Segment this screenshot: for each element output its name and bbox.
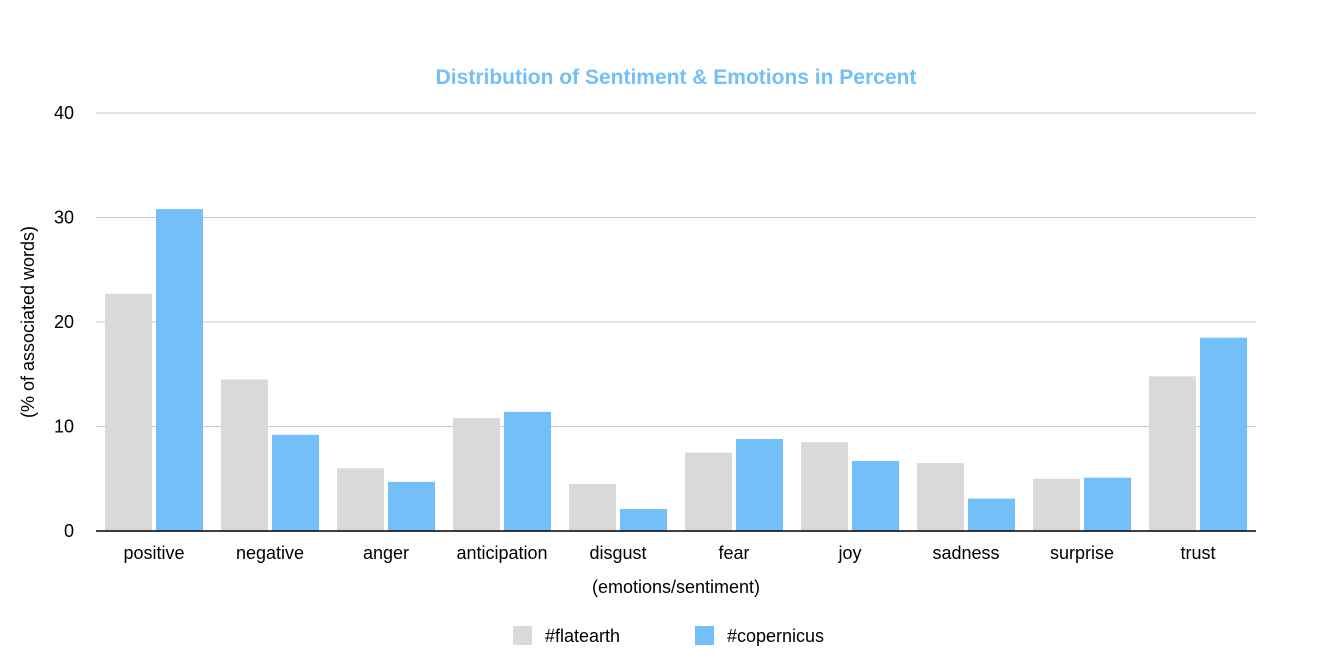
bar-anticipation-copernicus bbox=[504, 411, 551, 531]
bar-fear-flatearth bbox=[685, 452, 732, 531]
x-axis-label: (emotions/sentiment) bbox=[592, 577, 760, 597]
legend-swatch-flatearth bbox=[513, 626, 532, 645]
x-tick-label: surprise bbox=[1050, 543, 1114, 563]
x-tick-label: disgust bbox=[589, 543, 646, 563]
x-tick-label: fear bbox=[718, 543, 749, 563]
y-tick-label: 30 bbox=[54, 208, 74, 228]
x-tick-label: sadness bbox=[932, 543, 999, 563]
bar-joy-flatearth bbox=[801, 442, 848, 531]
gridlines bbox=[96, 112, 1256, 427]
bar-surprise-copernicus bbox=[1084, 477, 1131, 531]
bar-sadness-copernicus bbox=[968, 498, 1015, 531]
legend-swatch-copernicus bbox=[695, 626, 714, 645]
bar-positive-flatearth bbox=[105, 293, 152, 531]
x-tick-label: trust bbox=[1180, 543, 1215, 563]
bar-positive-copernicus bbox=[156, 209, 203, 531]
bar-negative-copernicus bbox=[272, 434, 319, 531]
bar-sadness-flatearth bbox=[917, 463, 964, 531]
y-tick-label: 20 bbox=[54, 312, 74, 332]
y-axis-label: (% of associated words) bbox=[18, 226, 38, 418]
y-axis-ticks: 0 10 20 30 40 bbox=[54, 103, 74, 541]
bar-disgust-flatearth bbox=[569, 483, 616, 531]
x-tick-label: anger bbox=[363, 543, 409, 563]
chart-title: Distribution of Sentiment & Emotions in … bbox=[436, 66, 917, 89]
x-tick-label: anticipation bbox=[456, 543, 547, 563]
bar-trust-flatearth bbox=[1149, 376, 1196, 531]
bar-anger-flatearth bbox=[337, 468, 384, 531]
x-tick-label: negative bbox=[236, 543, 304, 563]
x-tick-label: positive bbox=[123, 543, 184, 563]
bar-surprise-flatearth bbox=[1033, 478, 1080, 531]
legend: #flatearth #copernicus bbox=[513, 626, 824, 646]
bar-joy-copernicus bbox=[852, 460, 899, 531]
bar-fear-copernicus bbox=[736, 439, 783, 531]
bar-anger-copernicus bbox=[388, 481, 435, 531]
x-tick-label: joy bbox=[837, 543, 861, 563]
x-axis-ticks: positive negative anger anticipation disgust… bbox=[123, 543, 1215, 563]
bar-anticipation-flatearth bbox=[453, 418, 500, 531]
legend-label-flatearth: #flatearth bbox=[545, 626, 620, 646]
y-tick-label: 0 bbox=[64, 521, 74, 541]
y-tick-label: 40 bbox=[54, 103, 74, 123]
bar-trust-copernicus bbox=[1200, 337, 1247, 531]
legend-label-copernicus: #copernicus bbox=[727, 626, 824, 646]
bars bbox=[105, 209, 1247, 531]
bar-disgust-copernicus bbox=[620, 509, 667, 531]
bar-negative-flatearth bbox=[221, 379, 268, 531]
y-tick-label: 10 bbox=[54, 417, 74, 437]
